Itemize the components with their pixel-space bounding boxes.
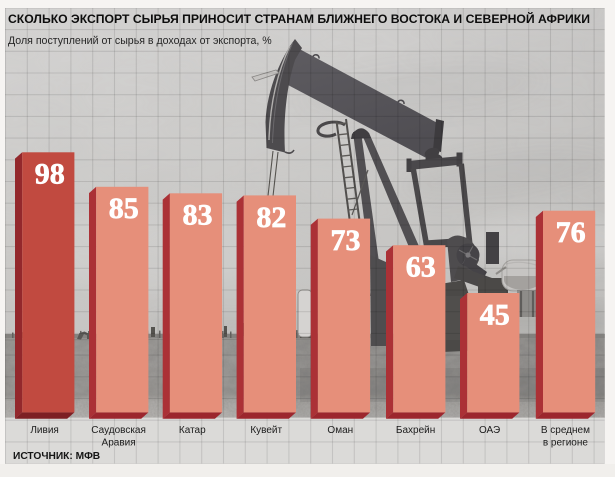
- svg-text:в регионе: в регионе: [543, 438, 589, 449]
- svg-text:Оман: Оман: [327, 425, 353, 436]
- svg-text:СКОЛЬКО ЭКСПОРТ СЫРЬЯ ПРИНОСИТ: СКОЛЬКО ЭКСПОРТ СЫРЬЯ ПРИНОСИТ СТРАНАМ Б…: [8, 11, 590, 26]
- svg-text:Ливия: Ливия: [30, 425, 58, 436]
- svg-text:85: 85: [109, 192, 139, 225]
- svg-text:ОАЭ: ОАЭ: [479, 425, 500, 436]
- svg-text:83: 83: [183, 199, 213, 232]
- svg-text:Аравия: Аравия: [102, 438, 136, 449]
- svg-text:Доля поступлений от сырья в до: Доля поступлений от сырья в доходах от э…: [8, 35, 272, 47]
- svg-text:Бахрейн: Бахрейн: [396, 425, 435, 436]
- svg-text:45: 45: [480, 298, 510, 331]
- svg-text:Саудовская: Саудовская: [91, 425, 146, 436]
- svg-text:ИСТОЧНИК: МФВ: ИСТОЧНИК: МФВ: [13, 451, 100, 462]
- svg-text:В среднем: В среднем: [541, 425, 590, 436]
- svg-text:Кувейт: Кувейт: [250, 425, 282, 436]
- svg-text:Катар: Катар: [179, 425, 206, 436]
- svg-text:73: 73: [331, 224, 361, 257]
- svg-text:98: 98: [35, 158, 65, 191]
- svg-text:76: 76: [556, 216, 586, 249]
- svg-text:82: 82: [256, 201, 286, 234]
- svg-text:63: 63: [406, 251, 436, 284]
